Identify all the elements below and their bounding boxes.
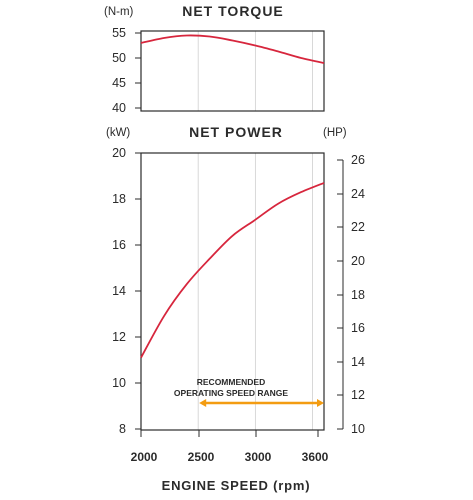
- power-y2-tick-label: 14: [351, 355, 365, 369]
- torque-y-tick-label: 45: [112, 76, 126, 90]
- annotation-line-2: OPERATING SPEED RANGE: [174, 388, 288, 398]
- power-series-line: [140, 182, 325, 359]
- power-y2-tick-label: 24: [351, 187, 365, 201]
- range-arrow-head-right: [317, 399, 324, 407]
- torque-chart-title: NET TORQUE: [182, 3, 284, 19]
- power-y2-tick-label: 20: [351, 254, 365, 268]
- x-tick-label: 2000: [131, 450, 158, 464]
- power-y2-tick-label: 16: [351, 321, 365, 335]
- power-chart: (kW) NET POWER (HP) 20 18 16 14 12 10 8: [106, 124, 365, 493]
- power-y-tick-label: 20: [112, 146, 126, 160]
- torque-series-line: [140, 34, 325, 64]
- power-y2-tick-label: 22: [351, 220, 365, 234]
- power-y2-tick-label: 26: [351, 153, 365, 167]
- power-y2-tick-label: 10: [351, 422, 365, 436]
- torque-plot-frame: [140, 30, 325, 112]
- torque-chart: (N-m) NET TORQUE 55 50 45 40: [104, 3, 325, 115]
- power-y2-axis: 26 24 22 20 18 16 14 12 10: [337, 153, 365, 436]
- range-arrow-head-left: [199, 399, 207, 407]
- power-y-unit-kw: (kW): [106, 127, 130, 139]
- x-tick-label: 2500: [188, 450, 215, 464]
- power-y2-tick-label: 18: [351, 288, 365, 302]
- annotation-line-1: RECOMMENDED: [197, 377, 265, 387]
- power-y-tick-label: 18: [112, 192, 126, 206]
- power-x-axis: 2000 2500 3000 3600 ENGINE SPEED (rpm): [131, 430, 329, 493]
- operating-range-annotation: RECOMMENDED OPERATING SPEED RANGE: [174, 377, 324, 407]
- torque-gridlines: [197, 31, 313, 111]
- power-chart-title: NET POWER: [189, 124, 283, 140]
- power-y-ticks: 20 18 16 14 12 10 8: [112, 146, 141, 436]
- power-y-tick-label: 8: [119, 422, 126, 436]
- x-tick-label: 3000: [245, 450, 272, 464]
- x-tick-label: 3600: [302, 450, 329, 464]
- operating-range-arrow: [199, 399, 324, 407]
- torque-y-unit: (N-m): [104, 6, 134, 18]
- power-y-tick-label: 12: [112, 330, 126, 344]
- power-y2-tick-label: 12: [351, 388, 365, 402]
- power-gridlines: [197, 153, 313, 430]
- power-y-unit-hp: (HP): [323, 127, 347, 139]
- power-y-tick-label: 10: [112, 376, 126, 390]
- power-y-tick-label: 14: [112, 284, 126, 298]
- power-y-tick-label: 16: [112, 238, 126, 252]
- torque-y-tick-label: 50: [112, 51, 126, 65]
- torque-y-ticks: 55 50 45 40: [112, 26, 141, 115]
- torque-y-tick-label: 40: [112, 101, 126, 115]
- torque-y-tick-label: 55: [112, 26, 126, 40]
- x-axis-label: ENGINE SPEED (rpm): [162, 478, 311, 493]
